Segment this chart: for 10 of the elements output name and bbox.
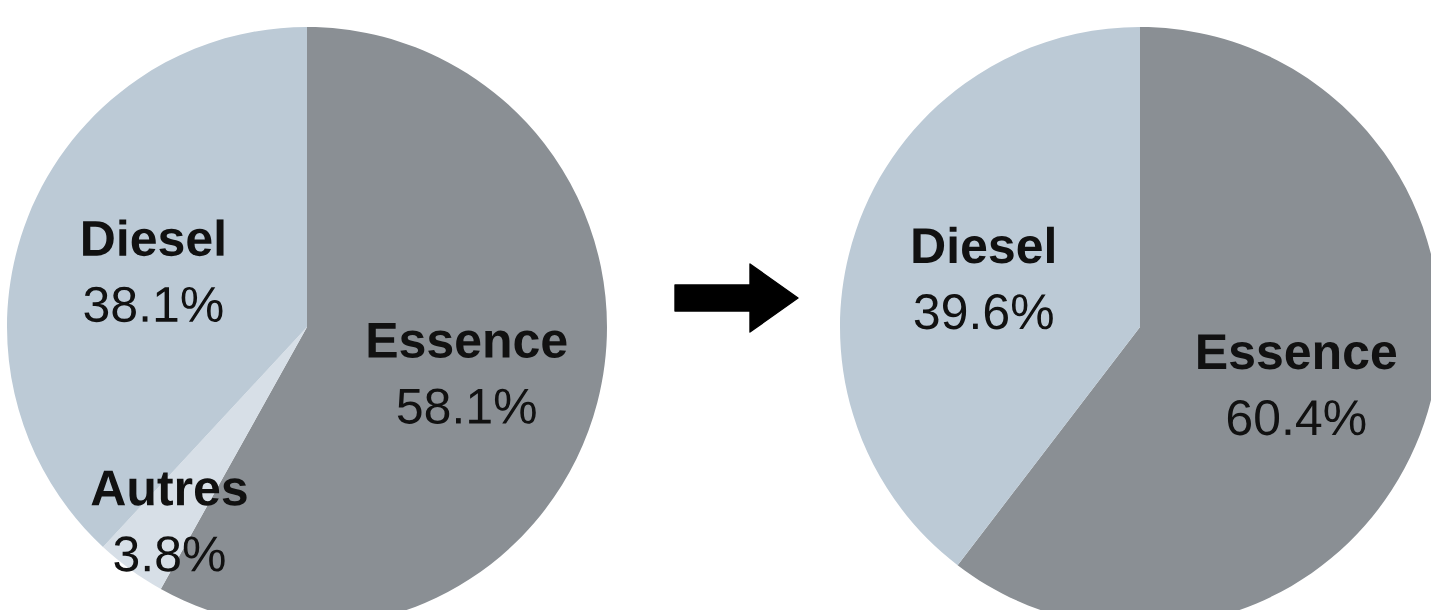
data-label: 58.1% (397, 388, 536, 424)
data-label: 60.4% (1227, 399, 1366, 436)
slice-label: Essence (1198, 334, 1397, 370)
data-label: 38.1% (84, 286, 223, 323)
data-label: 39.6% (914, 294, 1053, 330)
slice-label: Diesel (913, 226, 1054, 264)
slice-label: Essence (368, 323, 567, 358)
data-label: 3.8% (114, 536, 225, 572)
slice-label: Autres (91, 470, 247, 506)
slice-label: Diesel (83, 219, 224, 257)
